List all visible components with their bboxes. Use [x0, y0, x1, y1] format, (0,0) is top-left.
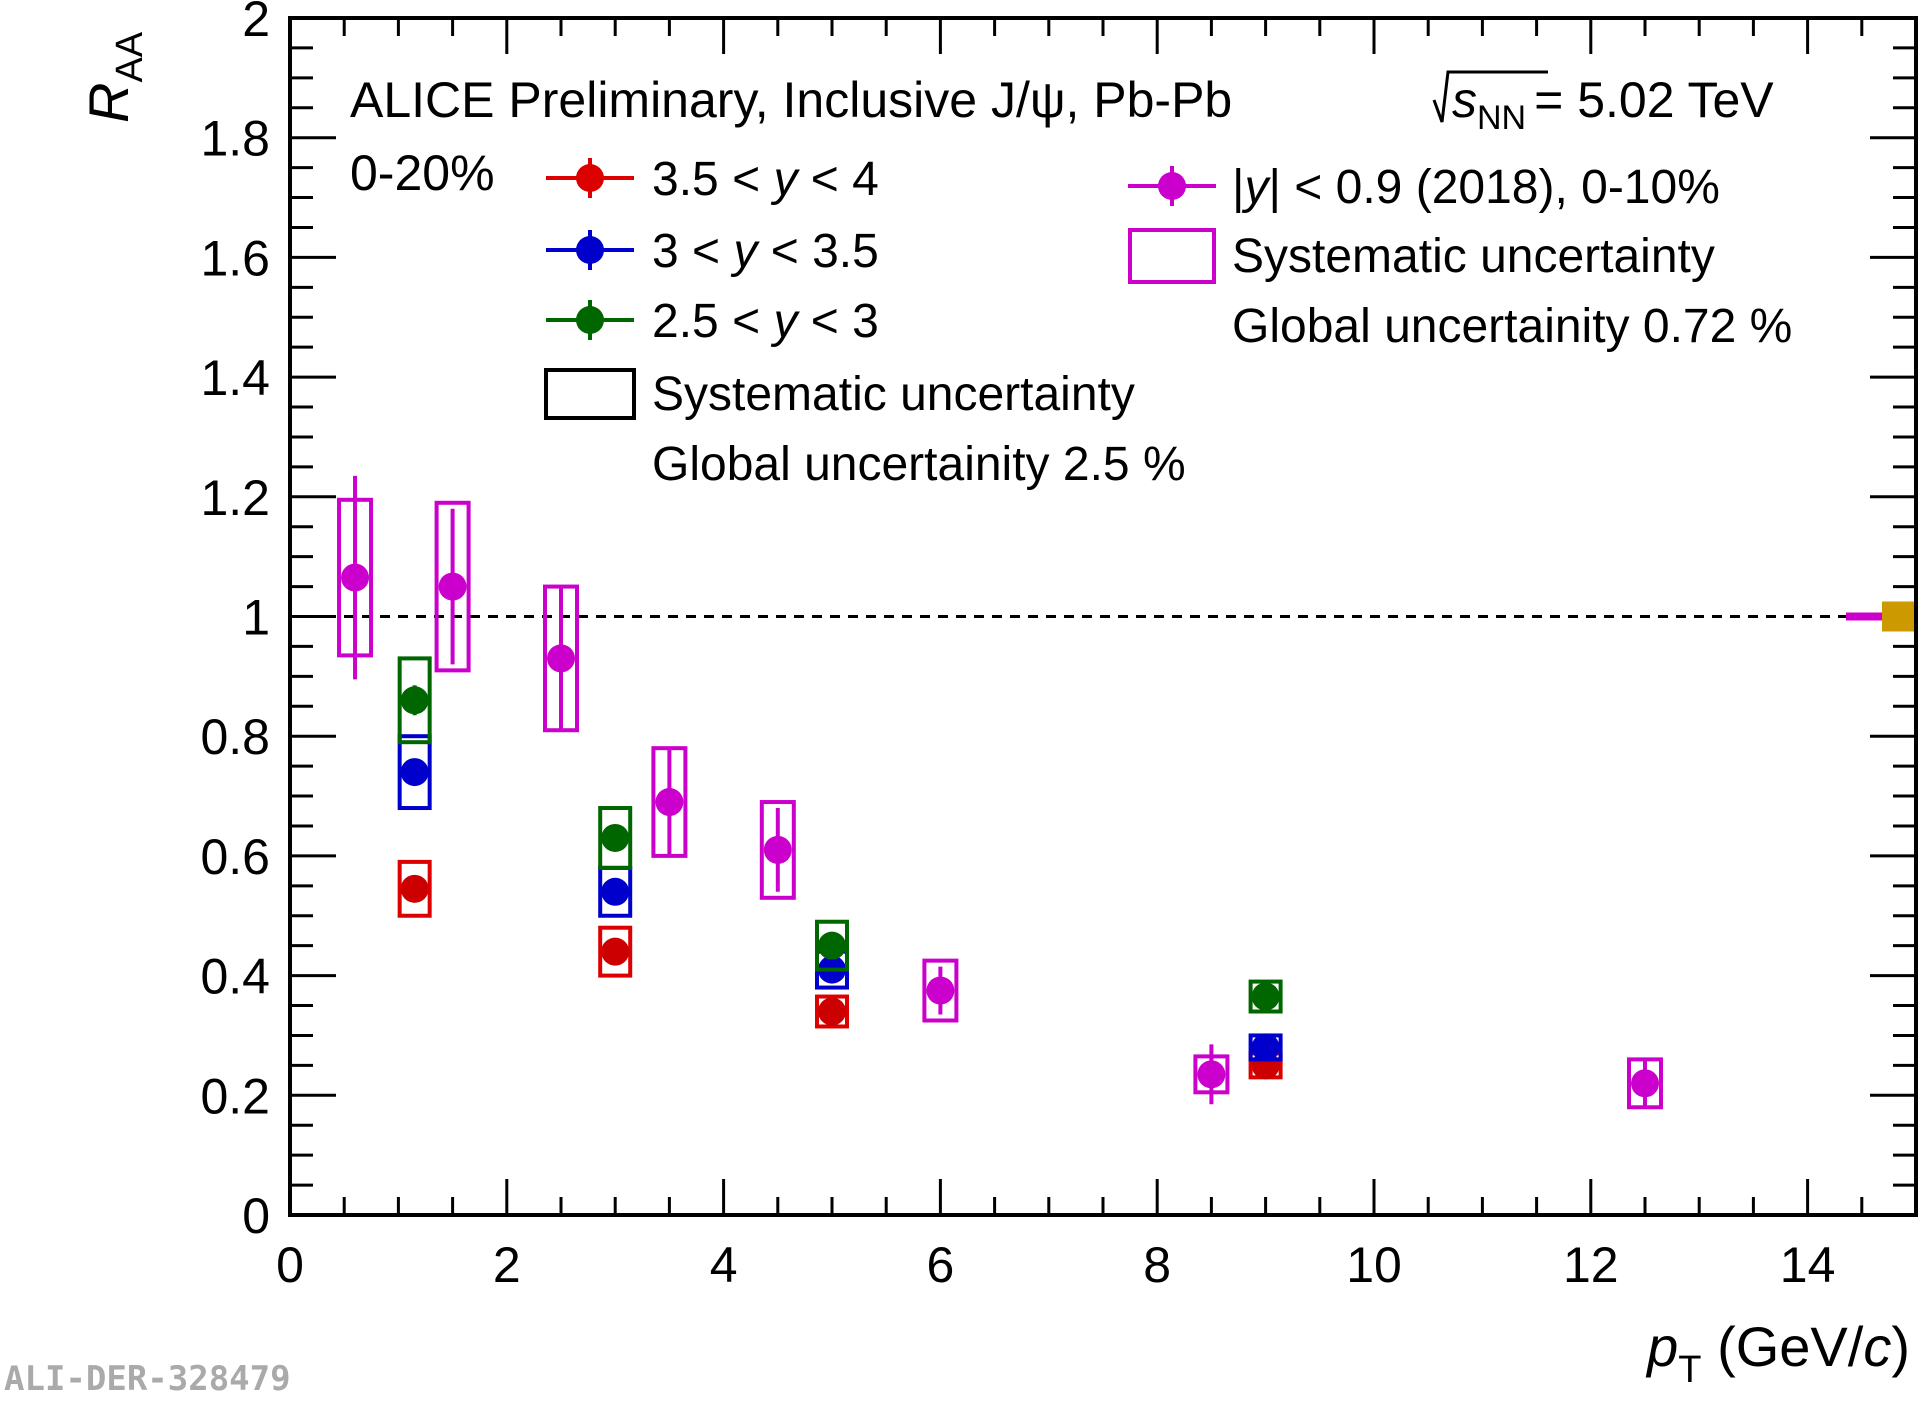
legend-label: 3 < y < 3.5 — [652, 225, 879, 278]
data-point — [400, 686, 429, 715]
plot-frame — [288, 16, 1918, 1217]
legend-label: 2.5 < y < 3 — [652, 295, 879, 348]
y-tick-label: 1.6 — [200, 230, 270, 286]
energy-label: sNN = 5.02 TeV — [1432, 70, 1774, 137]
systematic-box — [397, 656, 432, 745]
data-layer — [337, 475, 1663, 1110]
y-axis-title: RAA — [77, 31, 151, 123]
y-tick-label: 1.2 — [200, 470, 270, 526]
legend-syst-box — [544, 368, 636, 420]
data-point — [601, 937, 630, 966]
data-point — [763, 835, 792, 864]
legend-marker — [576, 306, 604, 334]
global-uncertainty-box-forward — [1882, 601, 1914, 632]
data-point — [1197, 1060, 1226, 1089]
legend-syst-box-mid — [1128, 228, 1216, 284]
data-point — [438, 572, 467, 601]
svg-text:sNN= 5.02 TeV: sNN = 5.02 TeV — [1452, 72, 1774, 137]
data-point — [818, 997, 846, 1026]
systematic-box — [397, 734, 432, 811]
y-tick-label: 0.8 — [200, 709, 270, 765]
data-point — [601, 877, 630, 906]
data-point — [400, 874, 429, 903]
systematic-box — [1248, 979, 1283, 1014]
data-point — [400, 758, 429, 787]
systematic-box — [815, 919, 849, 972]
data-point — [601, 823, 630, 852]
y-tick-label: 0 — [242, 1188, 270, 1244]
legend-marker — [576, 236, 604, 264]
x-axis-title: pT (GeV/c) — [1645, 1315, 1910, 1391]
x-tick-labels: 0 2 4 6 8 10 12 14 — [276, 1237, 1835, 1293]
legend-label: |y| < 0.9 (2018), 0-10% — [1232, 161, 1720, 214]
systematic-box — [922, 958, 959, 1023]
x-tick-label: 12 — [1563, 1237, 1619, 1293]
systematic-box — [815, 994, 849, 1029]
data-point — [1631, 1069, 1659, 1098]
legend-syst-label: Systematic uncertainty — [652, 368, 1135, 421]
systematic-box — [598, 925, 633, 978]
x-tick-label: 2 — [493, 1237, 521, 1293]
reference-line-layer — [290, 601, 1916, 632]
legend-global-right: Global uncertainity 0.72 % — [1232, 300, 1792, 353]
figure-id: ALI-DER-328479 — [4, 1359, 291, 1399]
sqrt-symbol — [1432, 70, 1548, 123]
legend-syst-label-mid: Systematic uncertainty — [1232, 230, 1715, 283]
x-tick-label: 14 — [1780, 1237, 1836, 1293]
legend-marker — [576, 164, 604, 192]
y-tick-label: 2 — [242, 0, 270, 47]
legend: 3.5 < y < 4 3 < y < 3.5 2.5 < y < 3 Systema… — [544, 153, 1792, 491]
data-point — [655, 788, 684, 817]
x-tick-label: 10 — [1346, 1237, 1402, 1293]
data-point — [341, 563, 370, 592]
legend-marker — [1158, 172, 1186, 200]
data-point — [1251, 982, 1280, 1011]
x-tick-label: 8 — [1143, 1237, 1171, 1293]
y-tick-label: 1.4 — [200, 350, 270, 406]
y-tick-label: 1.8 — [200, 111, 270, 167]
series-3 — [337, 475, 1663, 1110]
legend-label: 3.5 < y < 4 — [652, 153, 879, 206]
chart-title: ALICE Preliminary, Inclusive J/ψ, Pb-Pb — [350, 72, 1232, 128]
legend-global-left: Global uncertainity 2.5 % — [652, 438, 1186, 491]
data-point — [926, 976, 955, 1005]
systematic-box — [434, 500, 471, 673]
y-tick-labels: 0 0.2 0.4 0.6 0.8 1 1.2 1.4 1.6 1.8 2 — [200, 0, 270, 1244]
data-point — [547, 644, 575, 673]
data-point — [818, 931, 846, 960]
x-tick-label: 6 — [926, 1237, 954, 1293]
series-2 — [397, 656, 1283, 1014]
x-tick-label: 4 — [710, 1237, 738, 1293]
x-tick-label: 0 — [276, 1237, 304, 1293]
y-tick-label: 0.4 — [200, 949, 270, 1005]
global-uncertainty-box-midrapidity — [1846, 612, 1882, 621]
y-tick-label: 0.6 — [200, 829, 270, 885]
y-tick-label: 0.2 — [200, 1068, 270, 1124]
systematic-box — [397, 859, 432, 918]
data-point — [1251, 1033, 1280, 1062]
systematic-box — [759, 800, 796, 900]
y-tick-label: 1 — [242, 590, 270, 646]
systematic-box — [598, 806, 633, 870]
centrality-label: 0-20% — [350, 145, 495, 201]
